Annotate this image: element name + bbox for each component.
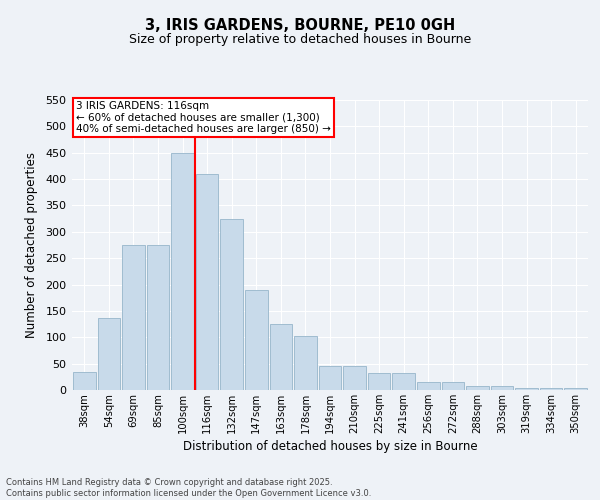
Text: Contains HM Land Registry data © Crown copyright and database right 2025.
Contai: Contains HM Land Registry data © Crown c…	[6, 478, 371, 498]
Bar	[294, 336, 317, 390]
Bar	[343, 366, 366, 390]
Bar	[466, 386, 489, 390]
Text: 3, IRIS GARDENS, BOURNE, PE10 0GH: 3, IRIS GARDENS, BOURNE, PE10 0GH	[145, 18, 455, 32]
Bar	[196, 174, 218, 390]
Bar	[368, 373, 391, 390]
Bar	[73, 372, 95, 390]
Bar	[319, 366, 341, 390]
Text: 3 IRIS GARDENS: 116sqm
← 60% of detached houses are smaller (1,300)
40% of semi-: 3 IRIS GARDENS: 116sqm ← 60% of detached…	[76, 101, 331, 134]
Bar	[146, 245, 169, 390]
Bar	[417, 382, 440, 390]
Text: Size of property relative to detached houses in Bourne: Size of property relative to detached ho…	[129, 32, 471, 46]
Bar	[442, 382, 464, 390]
Bar	[171, 152, 194, 390]
X-axis label: Distribution of detached houses by size in Bourne: Distribution of detached houses by size …	[182, 440, 478, 453]
Bar	[565, 388, 587, 390]
Y-axis label: Number of detached properties: Number of detached properties	[25, 152, 38, 338]
Bar	[245, 290, 268, 390]
Bar	[392, 373, 415, 390]
Bar	[269, 324, 292, 390]
Bar	[515, 388, 538, 390]
Bar	[220, 218, 243, 390]
Bar	[491, 386, 514, 390]
Bar	[98, 318, 120, 390]
Bar	[540, 388, 562, 390]
Bar	[122, 245, 145, 390]
